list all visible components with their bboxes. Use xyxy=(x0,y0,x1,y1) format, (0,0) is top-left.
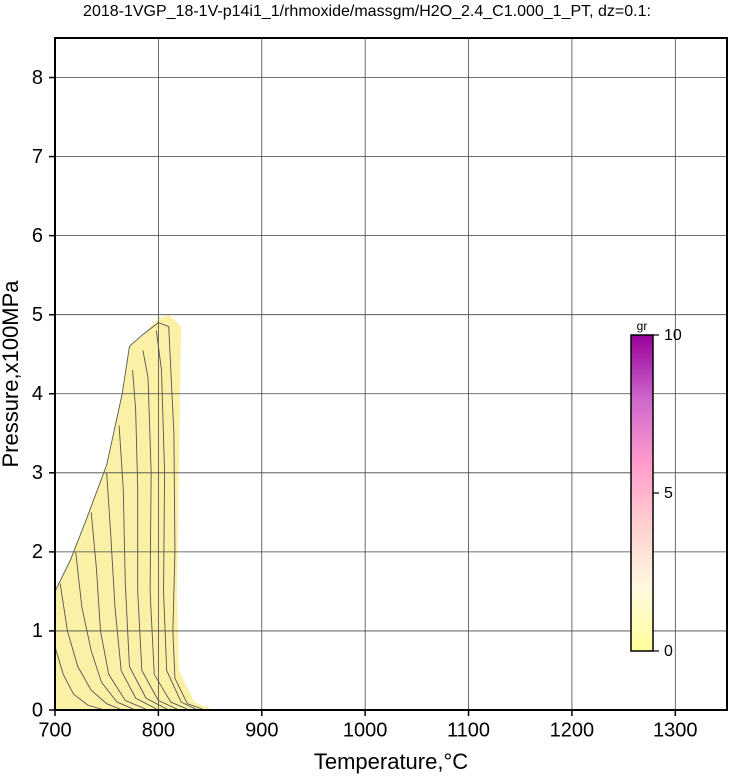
y-tick-label: 4 xyxy=(32,383,43,405)
y-tick-label: 7 xyxy=(32,146,43,168)
y-tick-label: 5 xyxy=(32,304,43,326)
colorbar-tick-label: 5 xyxy=(664,485,673,502)
contour-line xyxy=(118,425,169,710)
plot-area xyxy=(55,38,727,710)
y-tick-label: 0 xyxy=(32,699,43,721)
x-tick-label: 1200 xyxy=(550,719,595,741)
contour-line xyxy=(75,551,136,710)
x-tick-label: 800 xyxy=(142,719,175,741)
x-tick-label: 1300 xyxy=(653,719,698,741)
y-tick-label: 1 xyxy=(32,620,43,642)
x-tick-label: 700 xyxy=(38,719,71,741)
colorbar xyxy=(630,334,654,652)
plot-frame xyxy=(54,37,728,711)
contour-line xyxy=(55,322,206,710)
chart-title: 2018-1VGP_18-1V-p14i1_1/rhmoxide/massgm/… xyxy=(83,3,651,20)
y-tick-label: 8 xyxy=(32,67,43,89)
colorbar-tick-label: 10 xyxy=(664,327,682,344)
y-tick-label: 3 xyxy=(32,462,43,484)
region xyxy=(55,314,216,710)
x-tick-label: 1000 xyxy=(343,719,388,741)
contour-line xyxy=(90,512,149,710)
colorbar-tick-label: 0 xyxy=(664,643,673,660)
y-axis-label: Pressure,x100MPa xyxy=(0,280,23,468)
x-axis-label: Temperature,°C xyxy=(314,749,468,774)
contour-line xyxy=(132,370,180,710)
x-tick-label: 900 xyxy=(245,719,278,741)
colorbar-label: gr xyxy=(637,319,648,333)
y-tick-label: 2 xyxy=(32,541,43,563)
y-tick-label: 6 xyxy=(32,225,43,247)
contour-line xyxy=(106,472,159,710)
contour-line xyxy=(59,583,123,710)
x-tick-label: 1100 xyxy=(447,719,490,741)
contour-line xyxy=(55,646,105,710)
contour-line xyxy=(155,330,198,710)
contour-line xyxy=(142,350,190,710)
